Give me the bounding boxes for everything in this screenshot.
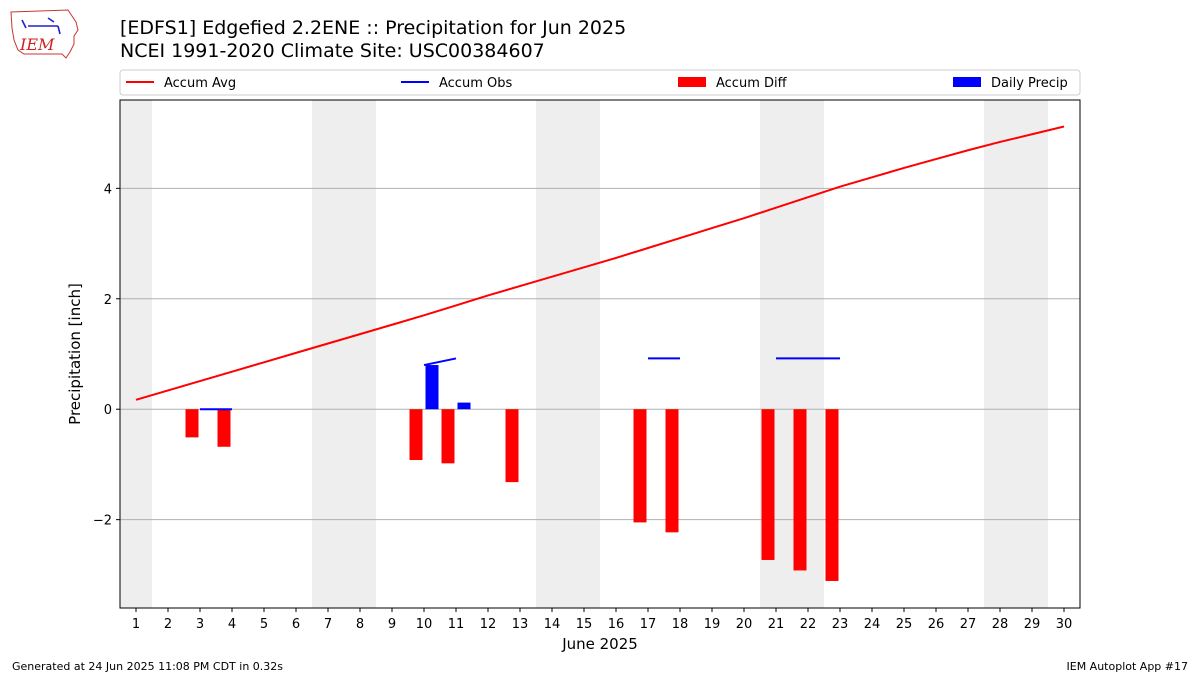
x-tick-label: 4: [228, 617, 236, 632]
y-axis: −2 0 2 4: [93, 182, 120, 529]
y-tick-label: 4: [104, 182, 112, 197]
x-tick-label: 14: [544, 617, 561, 632]
x-tick-label: 12: [480, 617, 497, 632]
accum-diff-bar: [505, 409, 519, 483]
accum-diff-bar: [185, 409, 199, 438]
x-tick-label: 24: [864, 617, 881, 632]
x-tick-label: 20: [736, 617, 753, 632]
legend-swatch-bar: [953, 77, 981, 87]
x-tick-label: 9: [388, 617, 396, 632]
daily-precip-bar: [457, 402, 471, 410]
x-tick-label: 11: [448, 617, 465, 632]
weekend-shading: [120, 100, 1048, 608]
y-axis-label: Precipitation [inch]: [66, 283, 84, 425]
x-tick-label: 2: [164, 617, 172, 632]
app-id-label: IEM Autoplot App #17: [1066, 660, 1189, 673]
y-tick-label: 2: [104, 293, 112, 308]
plot-frame: [119, 99, 1081, 609]
legend: Accum Avg Accum Obs Accum Diff Daily Precip: [119, 69, 1081, 96]
x-tick-label: 15: [576, 617, 593, 632]
weekend-band: [312, 100, 376, 608]
legend-label: Accum Obs: [439, 76, 512, 91]
legend-swatch-bar: [678, 77, 706, 87]
x-tick-label: 27: [960, 617, 977, 632]
legend-label: Accum Avg: [164, 76, 236, 91]
x-tick-label: 3: [196, 617, 204, 632]
x-tick-label: 8: [356, 617, 364, 632]
x-tick-label: 1: [132, 617, 140, 632]
x-tick-label: 18: [672, 617, 689, 632]
x-tick-label: 26: [928, 617, 945, 632]
x-tick-label: 25: [896, 617, 913, 632]
x-tick-label: 10: [416, 617, 433, 632]
x-tick-label: 28: [992, 617, 1009, 632]
weather-station-icon: [21, 17, 61, 35]
x-tick-label: 21: [768, 617, 785, 632]
x-axis-label: June 2025: [561, 635, 638, 653]
accum-diff-bar: [633, 409, 647, 523]
y-tick-label: −2: [93, 514, 112, 529]
x-tick-label: 23: [832, 617, 849, 632]
legend-label: Accum Diff: [716, 76, 788, 91]
x-axis: 1 2 3 4 5 6 7 8 9 10 11 12 13 14 15 16 17 18 19 20 21 22 23 24 2…: [132, 608, 1072, 632]
legend-box: [119, 69, 1081, 96]
accum-diff-bar: [665, 409, 679, 533]
x-tick-label: 22: [800, 617, 817, 632]
accum-diff-bar: [825, 409, 839, 581]
lines: [135, 125, 1065, 411]
x-tick-label: 29: [1024, 617, 1041, 632]
bars: [185, 365, 839, 581]
x-tick-label: 17: [640, 617, 657, 632]
x-tick-label: 5: [260, 617, 268, 632]
logo-text: IEM: [19, 35, 55, 54]
iowa-outline-shape: [10, 9, 79, 59]
accum-avg-line: [135, 125, 1065, 401]
chart-title: [EDFS1] Edgefied 2.2ENE :: Precipitation…: [120, 17, 627, 39]
x-tick-label: 6: [292, 617, 300, 632]
accum-diff-bar: [409, 409, 423, 461]
accum-diff-bar: [793, 409, 807, 571]
x-tick-label: 30: [1056, 617, 1073, 632]
weekend-band: [120, 100, 152, 608]
x-tick-label: 16: [608, 617, 625, 632]
accum-diff-bar: [761, 409, 775, 560]
weekend-band: [536, 100, 600, 608]
generated-timestamp: Generated at 24 Jun 2025 11:08 PM CDT in…: [12, 660, 284, 673]
x-tick-label: 7: [324, 617, 332, 632]
iem-logo: IEM: [10, 9, 79, 59]
accum-diff-bar: [217, 409, 231, 447]
weekend-band: [984, 100, 1048, 608]
daily-precip-bar: [425, 365, 439, 410]
legend-label: Daily Precip: [991, 76, 1068, 91]
accum-obs-line: [423, 357, 457, 367]
chart-subtitle: NCEI 1991-2020 Climate Site: USC00384607: [120, 40, 545, 62]
x-tick-label: 13: [512, 617, 529, 632]
accum-diff-bar: [441, 409, 455, 464]
x-tick-label: 19: [704, 617, 721, 632]
gridlines: [120, 187, 1080, 521]
y-tick-label: 0: [104, 403, 112, 418]
